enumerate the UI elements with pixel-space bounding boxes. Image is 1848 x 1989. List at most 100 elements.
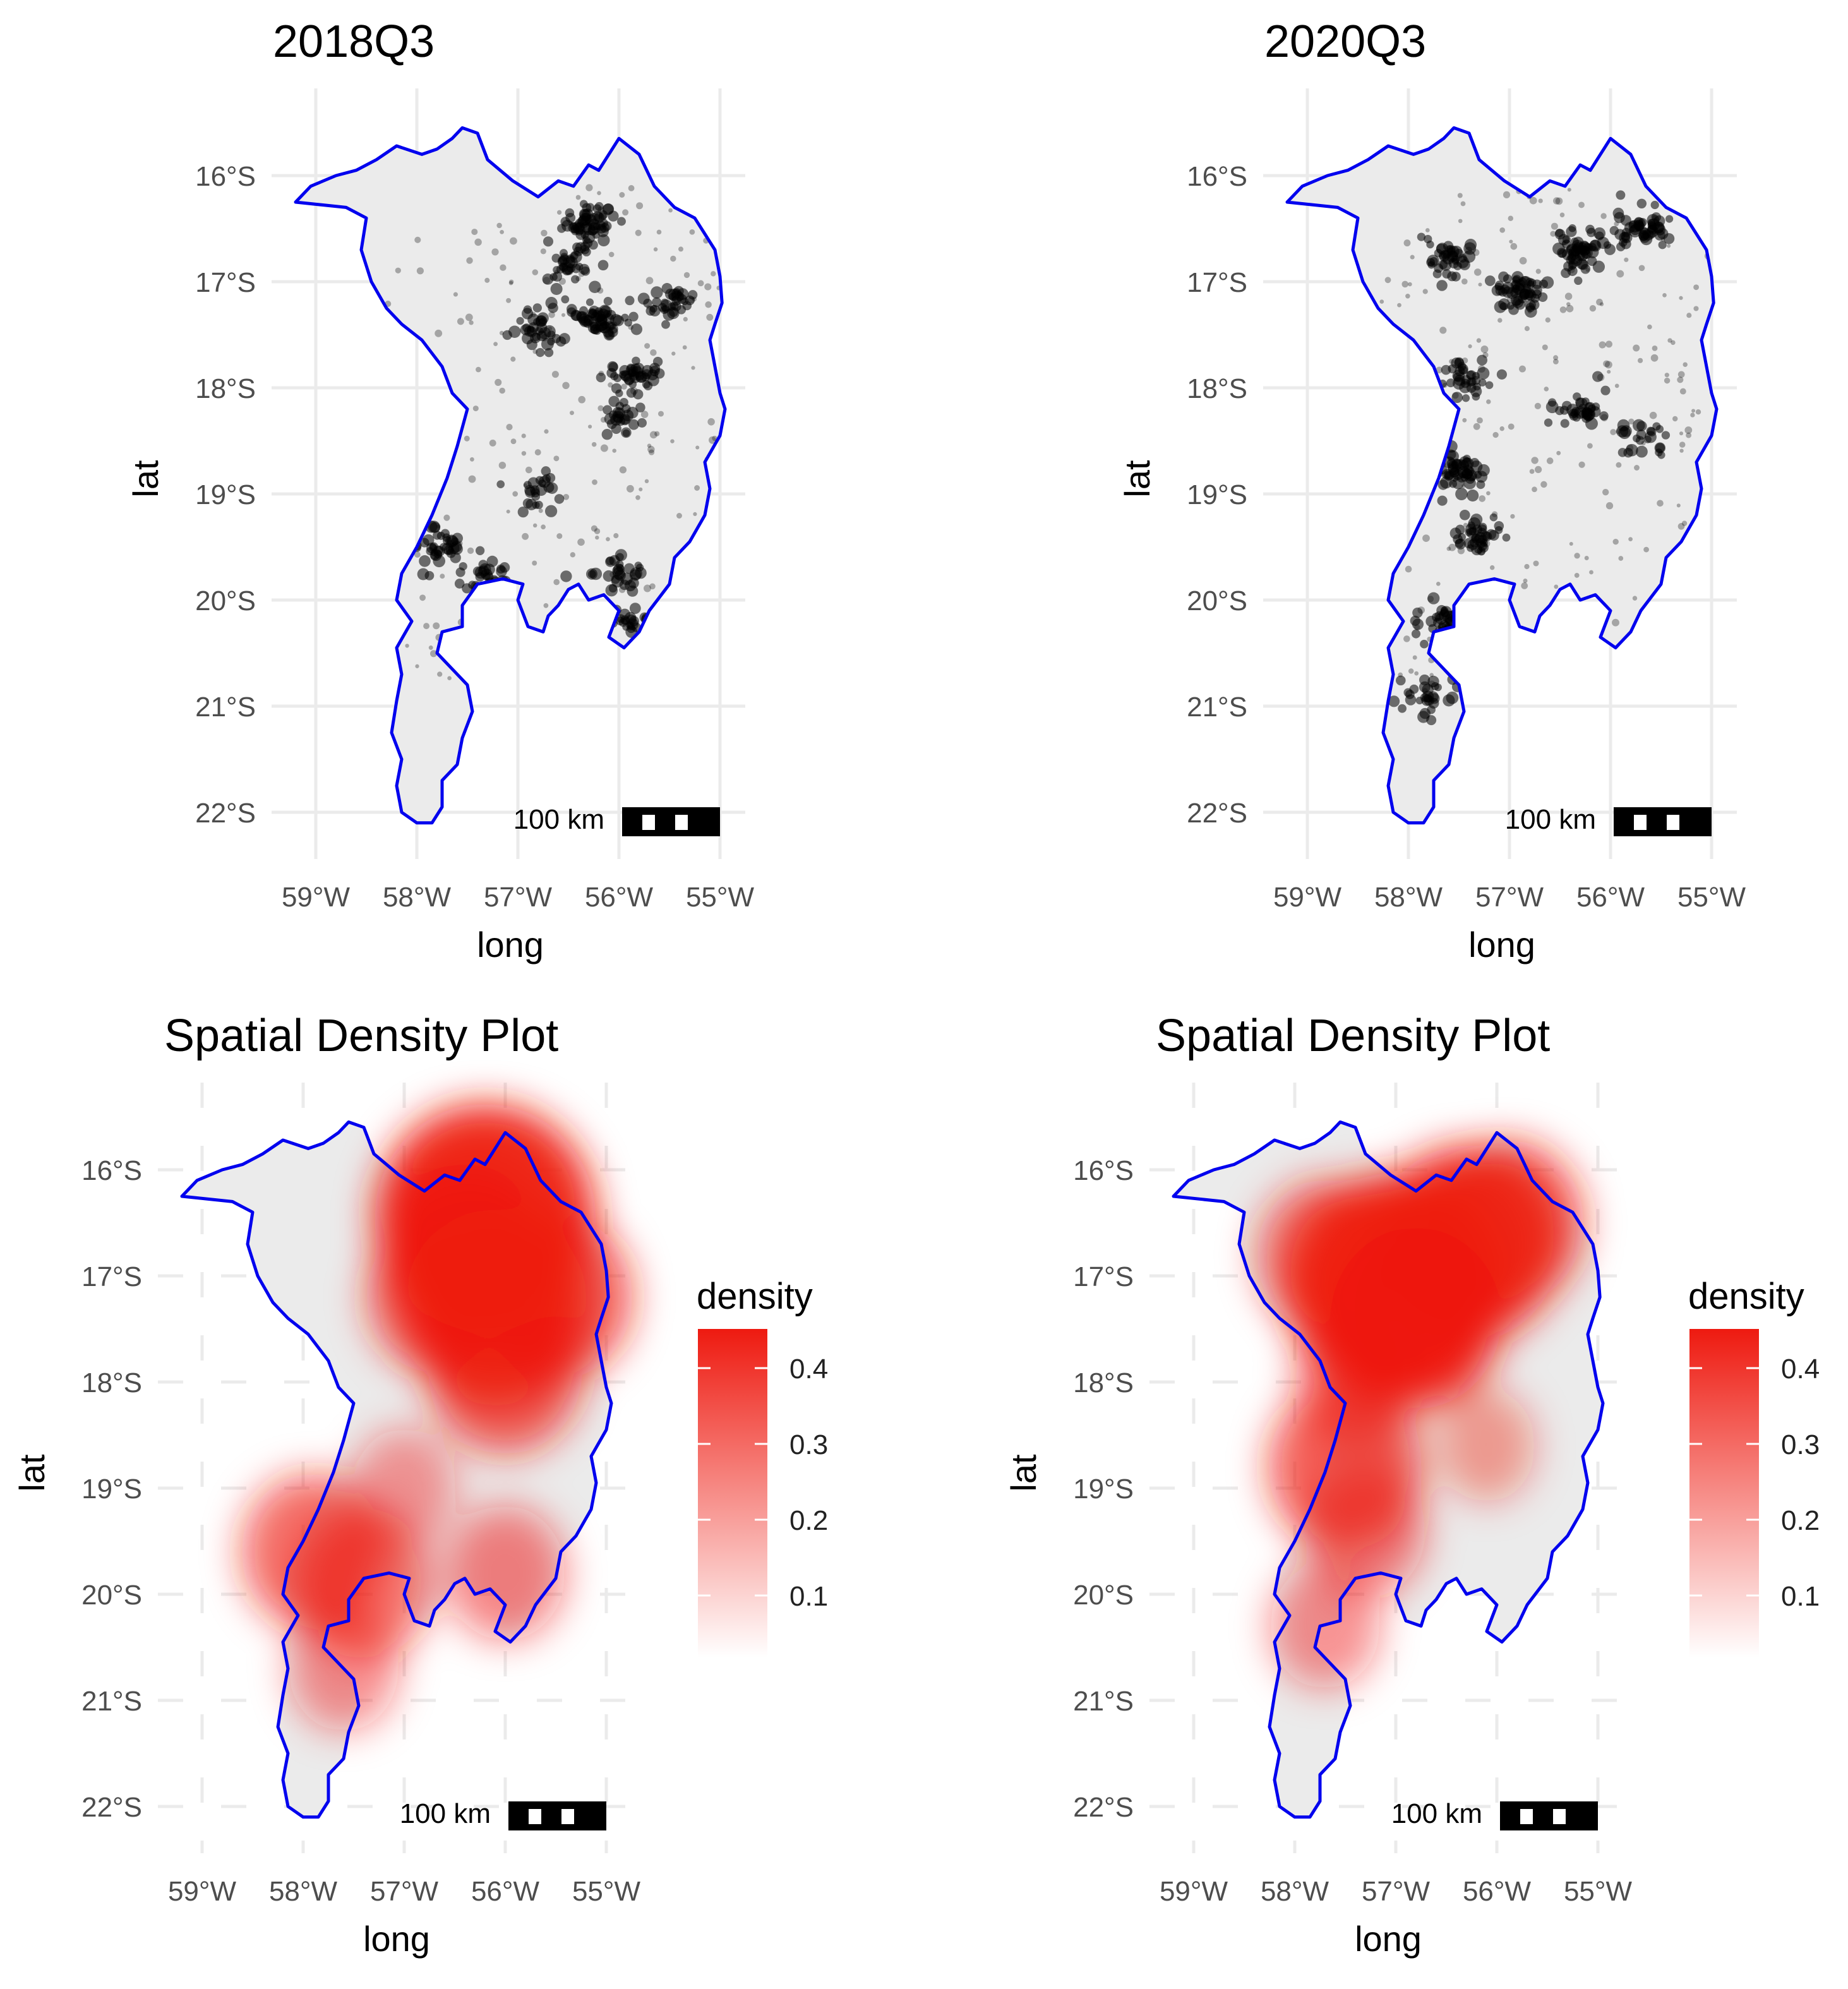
data-point	[1589, 570, 1593, 575]
data-point	[506, 297, 512, 303]
data-point	[1635, 445, 1648, 458]
data-point	[1466, 612, 1475, 621]
data-point	[467, 640, 476, 648]
data-point	[650, 349, 657, 356]
data-point	[1476, 480, 1485, 490]
data-point	[1463, 522, 1468, 527]
data-point	[1703, 452, 1709, 457]
data-point	[1691, 207, 1696, 212]
data-point	[1527, 309, 1532, 314]
data-point	[649, 366, 660, 376]
data-point	[1590, 411, 1595, 416]
data-point	[611, 423, 621, 434]
data-point	[1677, 522, 1685, 530]
data-point	[535, 680, 543, 688]
legend-title: density	[697, 1276, 813, 1317]
data-point	[1398, 704, 1407, 713]
data-point	[1517, 676, 1522, 681]
data-point	[458, 651, 467, 661]
data-point	[1577, 249, 1588, 261]
density-hotspot	[428, 1289, 582, 1455]
data-point	[414, 551, 421, 558]
y-tick-label: 21°S	[81, 1686, 142, 1717]
data-point	[566, 304, 577, 315]
data-point	[395, 267, 401, 273]
data-point	[619, 466, 627, 474]
data-point	[483, 620, 489, 626]
data-point	[575, 195, 581, 200]
data-point	[635, 495, 640, 500]
data-point	[544, 429, 549, 434]
data-point	[1412, 518, 1416, 522]
data-point	[1397, 303, 1401, 308]
data-point	[468, 475, 476, 483]
data-point	[474, 238, 482, 246]
data-point	[1535, 268, 1541, 274]
data-point	[1595, 231, 1604, 241]
data-point	[457, 318, 464, 325]
data-point	[508, 325, 521, 338]
data-point	[1547, 398, 1557, 407]
data-point	[535, 476, 544, 484]
data-point	[1652, 215, 1657, 220]
data-point	[1690, 668, 1698, 675]
data-point	[689, 229, 695, 235]
data-point	[543, 236, 554, 247]
data-point	[495, 584, 505, 594]
data-point	[1461, 278, 1468, 285]
data-point	[682, 642, 687, 647]
data-point	[1479, 495, 1486, 502]
data-point	[644, 584, 651, 592]
data-point	[1567, 188, 1571, 192]
data-point	[575, 262, 584, 271]
data-point	[1477, 366, 1490, 380]
data-point	[635, 563, 644, 572]
data-point	[1655, 672, 1660, 677]
data-point	[1609, 225, 1619, 236]
data-point	[601, 429, 613, 440]
data-point	[700, 623, 705, 628]
data-point	[1628, 418, 1635, 425]
legend-tick-label: 0.1	[789, 1581, 828, 1612]
data-point	[621, 383, 627, 390]
data-point	[1603, 241, 1611, 249]
data-point	[1676, 503, 1681, 508]
data-point	[1464, 239, 1477, 251]
data-point	[673, 639, 678, 644]
data-point	[570, 552, 575, 558]
x-tick-label: 58°W	[1261, 1876, 1329, 1907]
data-point	[558, 277, 566, 285]
data-point	[1460, 631, 1466, 636]
data-point	[482, 670, 488, 676]
data-point	[1423, 462, 1431, 469]
y-tick-label: 22°S	[1187, 798, 1247, 829]
region-boundary	[294, 126, 727, 825]
data-point	[1596, 298, 1603, 306]
region-boundary	[180, 1120, 613, 1819]
data-point	[1508, 423, 1515, 430]
data-point	[651, 286, 663, 299]
data-point	[693, 512, 697, 516]
data-point	[1506, 297, 1513, 303]
data-point	[1671, 340, 1676, 346]
y-tick-label: 18°S	[1187, 373, 1247, 404]
panels: 2018Q3 59°W 58°W 57°W 56°W 55°W 16°S 17°S 18°S 19…	[12, 16, 1820, 1959]
data-point	[435, 329, 443, 337]
data-point	[542, 273, 554, 285]
data-point	[548, 327, 553, 331]
data-point	[1441, 639, 1455, 651]
y-tick-label: 20°S	[81, 1580, 142, 1611]
data-point	[1568, 224, 1576, 232]
data-point	[589, 567, 603, 580]
data-point	[567, 664, 573, 671]
y-tick-label: 21°S	[1073, 1686, 1134, 1717]
data-point	[1377, 407, 1383, 412]
data-point	[1693, 284, 1700, 291]
data-point	[683, 316, 688, 322]
data-point	[1479, 378, 1487, 387]
data-point	[656, 229, 662, 235]
data-point	[1681, 520, 1688, 526]
data-point	[385, 519, 390, 524]
data-point	[608, 382, 613, 388]
data-point	[1491, 511, 1498, 517]
